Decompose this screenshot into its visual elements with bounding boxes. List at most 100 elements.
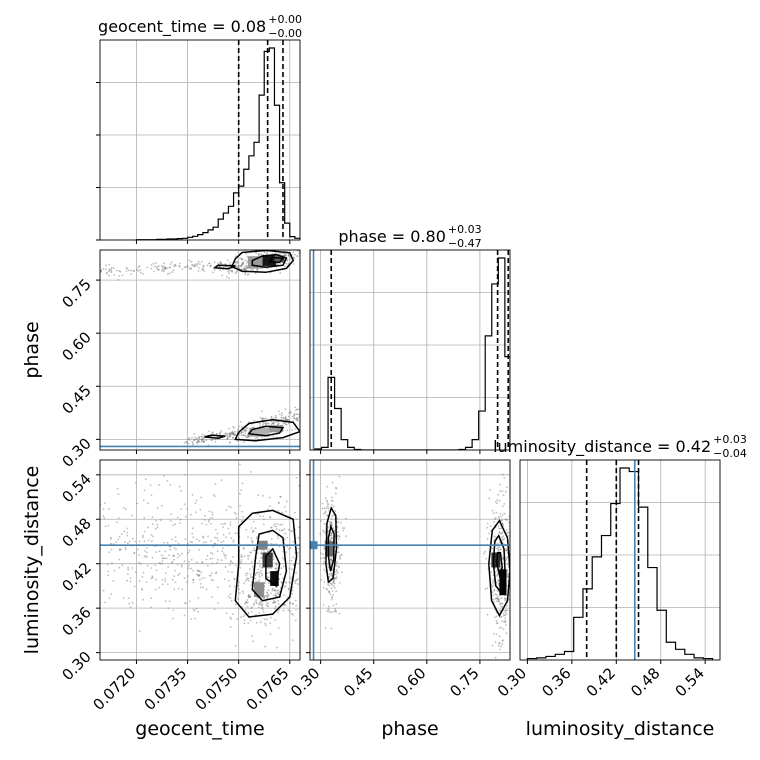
sample-point bbox=[127, 568, 130, 571]
axes-frame bbox=[99, 459, 301, 661]
sample-point bbox=[198, 436, 201, 439]
sample-point bbox=[198, 437, 201, 440]
sample-point bbox=[240, 489, 243, 491]
sample-point bbox=[285, 244, 287, 246]
sample-point bbox=[126, 579, 129, 582]
sample-point bbox=[359, 555, 361, 557]
sample-point bbox=[103, 517, 106, 520]
sample-point bbox=[171, 617, 174, 620]
sample-point bbox=[295, 413, 298, 416]
x-tick-label-geocent-time: 0.0750 bbox=[192, 664, 242, 714]
sample-point bbox=[315, 575, 317, 577]
sample-point bbox=[500, 515, 503, 518]
y-axis-label-luminosity-distance: luminosity_distance bbox=[21, 466, 43, 655]
contour-level bbox=[327, 524, 335, 572]
sample-point bbox=[85, 540, 87, 542]
sample-point bbox=[159, 562, 162, 565]
sample-point bbox=[498, 531, 501, 533]
sample-point bbox=[491, 509, 494, 512]
y-axis-label-phase: phase bbox=[21, 321, 43, 378]
sample-point bbox=[102, 589, 105, 592]
sample-point bbox=[243, 619, 246, 622]
sample-point bbox=[296, 418, 298, 421]
sample-point bbox=[188, 267, 191, 270]
sample-point bbox=[323, 531, 326, 534]
contour-level bbox=[251, 253, 288, 269]
sample-point bbox=[194, 438, 197, 441]
contour-level bbox=[204, 434, 226, 440]
sample-point bbox=[498, 546, 501, 549]
sample-point bbox=[267, 602, 270, 604]
density-cell bbox=[248, 427, 270, 437]
sample-point bbox=[119, 452, 121, 454]
sample-point bbox=[328, 573, 331, 576]
sample-point bbox=[332, 584, 335, 587]
sample-point bbox=[115, 541, 118, 543]
sample-point bbox=[295, 417, 298, 420]
sample-point bbox=[97, 526, 99, 528]
sample-point bbox=[232, 426, 235, 428]
sample-point bbox=[174, 569, 176, 572]
sample-point bbox=[254, 549, 256, 552]
sample-point bbox=[260, 410, 263, 413]
sample-point bbox=[255, 613, 257, 616]
sample-point bbox=[325, 507, 328, 510]
sample-point bbox=[238, 437, 240, 440]
sample-point bbox=[231, 432, 233, 435]
sample-point bbox=[175, 548, 177, 551]
sample-point bbox=[511, 555, 513, 557]
sample-point bbox=[338, 555, 341, 558]
sample-point bbox=[229, 506, 232, 509]
sample-point bbox=[231, 437, 234, 439]
sample-point bbox=[287, 254, 290, 257]
sample-point bbox=[502, 535, 504, 538]
sample-point bbox=[108, 270, 110, 273]
sample-point bbox=[513, 538, 515, 540]
sample-point bbox=[335, 590, 338, 593]
sample-point bbox=[201, 562, 204, 564]
sample-point bbox=[193, 439, 196, 441]
sample-point bbox=[274, 567, 277, 570]
sample-point bbox=[234, 532, 237, 535]
sample-point bbox=[141, 536, 144, 539]
sample-point bbox=[255, 572, 258, 574]
sample-point bbox=[275, 528, 278, 531]
sample-point bbox=[243, 582, 246, 585]
sample-point bbox=[302, 411, 304, 413]
sample-point bbox=[107, 574, 109, 577]
sample-point bbox=[295, 609, 297, 611]
sample-point bbox=[227, 527, 230, 530]
sample-point bbox=[244, 603, 246, 605]
sample-point bbox=[285, 581, 288, 584]
sample-point bbox=[338, 566, 340, 568]
sample-point bbox=[205, 439, 208, 442]
sample-point bbox=[272, 587, 274, 590]
sample-point bbox=[183, 266, 186, 268]
sample-point bbox=[323, 581, 326, 583]
sample-point bbox=[504, 617, 507, 620]
sample-point bbox=[124, 508, 127, 511]
plot-area bbox=[520, 460, 720, 660]
sample-point bbox=[186, 508, 189, 510]
sample-point bbox=[176, 516, 179, 519]
sample-point bbox=[285, 262, 288, 265]
sample-point bbox=[102, 515, 105, 517]
sample-point bbox=[233, 585, 236, 588]
sample-point bbox=[213, 542, 216, 545]
sample-point bbox=[184, 601, 187, 604]
sample-point bbox=[198, 539, 201, 542]
sample-point bbox=[197, 439, 200, 442]
sample-point bbox=[228, 532, 231, 535]
sample-point bbox=[230, 617, 233, 620]
sample-point bbox=[321, 494, 323, 496]
sample-point bbox=[250, 584, 253, 587]
sample-point bbox=[499, 661, 501, 663]
sample-point bbox=[168, 266, 171, 269]
sample-point bbox=[245, 427, 248, 429]
sample-point bbox=[506, 570, 509, 573]
sample-point bbox=[232, 539, 235, 542]
sample-point bbox=[247, 273, 250, 276]
sample-point bbox=[504, 549, 507, 552]
contour-level bbox=[267, 256, 285, 264]
sample-point bbox=[322, 586, 325, 589]
